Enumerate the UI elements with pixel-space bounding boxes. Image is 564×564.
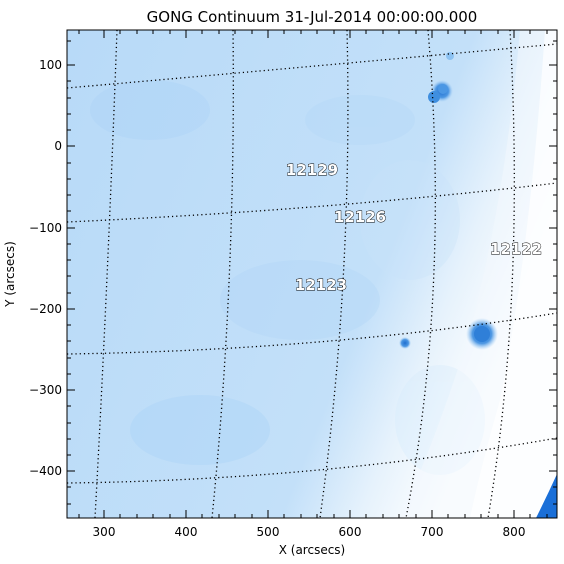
y-tick-label: −200 (29, 302, 62, 316)
y-axis-label: Y (arcsecs) (3, 241, 17, 308)
chart-title: GONG Continuum 31-Jul-2014 00:00:00.000 (147, 8, 478, 26)
x-tick-label: 700 (421, 525, 444, 539)
x-tick-label: 600 (339, 525, 362, 539)
x-tick-label: 800 (503, 525, 526, 539)
y-tick-label: −100 (29, 221, 62, 235)
y-tick-label: 100 (39, 58, 62, 72)
region-label-12122: 12122 (490, 240, 542, 258)
y-axis (67, 40, 557, 505)
limb-edge (470, 30, 557, 518)
x-tick-label: 500 (257, 525, 280, 539)
solar-image: 12129 12126 12122 12123 (67, 30, 557, 518)
x-axis (78, 30, 548, 518)
y-tick-label: 0 (54, 139, 62, 153)
region-label-12129: 12129 (286, 161, 338, 179)
region-label-12123: 12123 (295, 276, 347, 294)
x-tick-label: 400 (175, 525, 198, 539)
region-label-12126: 12126 (334, 208, 386, 226)
y-tick-label: −400 (29, 464, 62, 478)
off-disk-corner (536, 474, 557, 518)
x-axis-label: X (arcsecs) (279, 543, 346, 557)
heliographic-grid (67, 30, 557, 518)
sunspot-group-lower (399, 318, 498, 350)
plot-frame (66, 29, 558, 519)
x-tick-label: 300 (93, 525, 116, 539)
y-tick-label: −300 (29, 383, 62, 397)
